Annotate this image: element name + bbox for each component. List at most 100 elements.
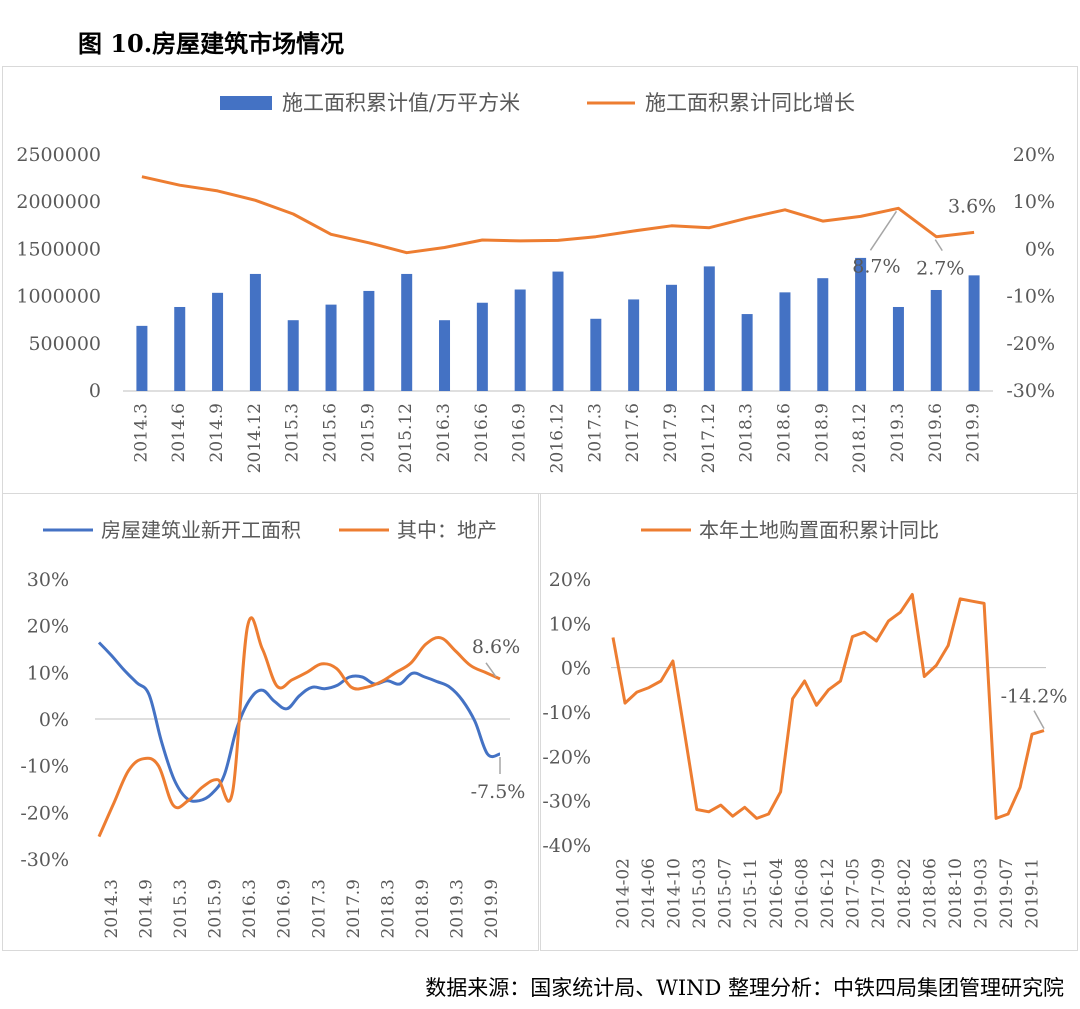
x-tick-label: 2016.9 bbox=[510, 403, 530, 462]
legend-series-2: 其中：地产 bbox=[397, 518, 497, 542]
y-right-tick-label: 20% bbox=[1013, 144, 1055, 166]
y-left-tick-label: 0 bbox=[89, 380, 101, 402]
y-tick-label: -40% bbox=[542, 835, 591, 857]
bar bbox=[514, 289, 526, 391]
x-tick-label: 2017.12 bbox=[699, 403, 719, 473]
new-start-area-chart: 房屋建筑业新开工面积 其中：地产 30% 20% 10% 0% -10% -20% -30% 20… bbox=[20, 518, 525, 938]
x-tick-label: 2019.3 bbox=[448, 879, 468, 938]
y-tick-label: -20% bbox=[542, 746, 591, 768]
x-tick-label: 2015.9 bbox=[358, 403, 378, 462]
annotation-leader bbox=[485, 662, 497, 678]
x-tick-label: 2017-05 bbox=[844, 858, 864, 929]
x-tick-label: 2014-06 bbox=[639, 858, 659, 929]
x-tick-label: 2018.12 bbox=[850, 403, 870, 473]
y-right-tick-label: -30% bbox=[1006, 380, 1055, 402]
land-purchase-chart: 本年土地购置面积累计同比 20% 10% 0% -10% -20% -30% -40% 2014… bbox=[542, 518, 1068, 929]
bar bbox=[249, 273, 261, 391]
x-tick-label: 2019-07 bbox=[997, 858, 1017, 929]
bar bbox=[665, 284, 677, 391]
bar bbox=[325, 304, 337, 391]
y-right-tick-label: 10% bbox=[1013, 191, 1055, 213]
y-right-tick-label: -10% bbox=[1006, 286, 1055, 308]
y-right-tick-label: 0% bbox=[1025, 238, 1055, 260]
x-tick-label: 2016.3 bbox=[434, 403, 454, 462]
x-tick-label: 2018-10 bbox=[946, 858, 966, 929]
y-tick-label: -10% bbox=[20, 756, 69, 778]
y-right-tick-label: -20% bbox=[1006, 333, 1055, 355]
x-tick-label: 2014.6 bbox=[169, 403, 189, 462]
bar bbox=[174, 306, 186, 391]
x-tick-label: 2014-02 bbox=[613, 858, 633, 929]
x-tick-label: 2015.9 bbox=[206, 879, 226, 938]
x-tick-label: 2015-11 bbox=[741, 858, 761, 929]
x-tick-label: 2014.3 bbox=[102, 879, 122, 938]
bar bbox=[476, 302, 488, 391]
x-tick-label: 2015.6 bbox=[321, 403, 341, 462]
construction-area-chart: 施工面积累计值/万平方米 施工面积累计同比增长 2500000 2000000 1500… bbox=[16, 91, 1055, 473]
x-tick-label: 2018-02 bbox=[895, 858, 915, 929]
y-tick-label: 10% bbox=[27, 662, 69, 684]
bar bbox=[212, 292, 224, 391]
y-tick-label: -10% bbox=[542, 702, 591, 724]
land-purchase-line bbox=[611, 593, 1045, 820]
bar bbox=[741, 314, 753, 391]
x-tick-label: 2015-03 bbox=[690, 858, 710, 929]
x-tick-label: 2016-08 bbox=[792, 858, 812, 929]
x-tick-label: 2019.3 bbox=[888, 403, 908, 462]
x-tick-label: 2016-04 bbox=[767, 858, 787, 929]
x-tick-label: 2019.9 bbox=[964, 403, 984, 462]
x-tick-label: 2014.9 bbox=[207, 403, 227, 462]
y-tick-label: 30% bbox=[27, 569, 69, 591]
x-tick-label: 2017.3 bbox=[309, 879, 329, 938]
annotation-label: 8.7% bbox=[852, 255, 900, 277]
new-start-line bbox=[97, 641, 501, 803]
y-tick-label: 10% bbox=[549, 613, 591, 635]
x-tick-label: 2015.3 bbox=[283, 403, 303, 462]
x-tick-label: 2016.3 bbox=[240, 879, 260, 938]
x-tick-label: 2018.6 bbox=[774, 403, 794, 462]
bar bbox=[779, 292, 791, 391]
figure-title: 图 10.房屋建筑市场情况 bbox=[78, 29, 345, 58]
bar bbox=[968, 275, 980, 391]
new-start-area-chart-panel: 房屋建筑业新开工面积 其中：地产 30% 20% 10% 0% -10% -20% -30% 20… bbox=[2, 493, 539, 951]
x-tick-label: 2014-10 bbox=[664, 858, 684, 929]
bar bbox=[552, 271, 564, 391]
bar bbox=[439, 320, 451, 391]
y-left-tick-label: 1500000 bbox=[16, 238, 101, 260]
x-tick-label: 2018.9 bbox=[812, 403, 832, 462]
y-tick-label: 0% bbox=[39, 709, 69, 731]
x-tick-label: 2014.3 bbox=[131, 403, 151, 462]
annotation-label: -14.2% bbox=[1001, 686, 1068, 708]
x-tick-label: 2016-12 bbox=[818, 858, 838, 929]
x-tick-label: 2014.12 bbox=[245, 403, 265, 473]
legend-series-1: 本年土地购置面积累计同比 bbox=[699, 518, 939, 542]
annotation-label: 3.6% bbox=[948, 195, 996, 217]
x-tick-label: 2019.6 bbox=[926, 403, 946, 462]
x-tick-label: 2019-03 bbox=[972, 858, 992, 929]
y-left-tick-label: 500000 bbox=[28, 333, 101, 355]
y-tick-label: -20% bbox=[20, 802, 69, 824]
x-tick-label: 2017-09 bbox=[869, 858, 889, 929]
bar bbox=[817, 278, 829, 391]
source-note: 数据来源：国家统计局、WIND 整理分析：中铁四局集团管理研究院 bbox=[425, 976, 1064, 1000]
annotation-leader bbox=[869, 210, 898, 251]
y-left-tick-label: 2000000 bbox=[16, 191, 101, 213]
x-tick-label: 2018-06 bbox=[920, 858, 940, 929]
x-tick-label: 2017.9 bbox=[344, 879, 364, 938]
y-tick-label: 20% bbox=[27, 616, 69, 638]
bar bbox=[855, 257, 867, 391]
bar bbox=[892, 306, 904, 391]
bar bbox=[590, 318, 602, 391]
bar bbox=[703, 266, 715, 391]
x-tick-label: 2018.9 bbox=[413, 879, 433, 938]
x-tick-label: 2016.12 bbox=[548, 403, 568, 473]
bar bbox=[401, 273, 413, 391]
x-tick-label: 2018.3 bbox=[378, 879, 398, 938]
bar bbox=[287, 320, 299, 391]
x-tick-label: 2015.3 bbox=[171, 879, 191, 938]
x-tick-label: 2015.12 bbox=[396, 403, 416, 473]
bar bbox=[628, 299, 640, 391]
bar bbox=[930, 289, 942, 391]
construction-area-chart-panel: 施工面积累计值/万平方米 施工面积累计同比增长 2500000 2000000 1500… bbox=[2, 66, 1078, 494]
x-tick-label: 2019-11 bbox=[1023, 858, 1043, 929]
